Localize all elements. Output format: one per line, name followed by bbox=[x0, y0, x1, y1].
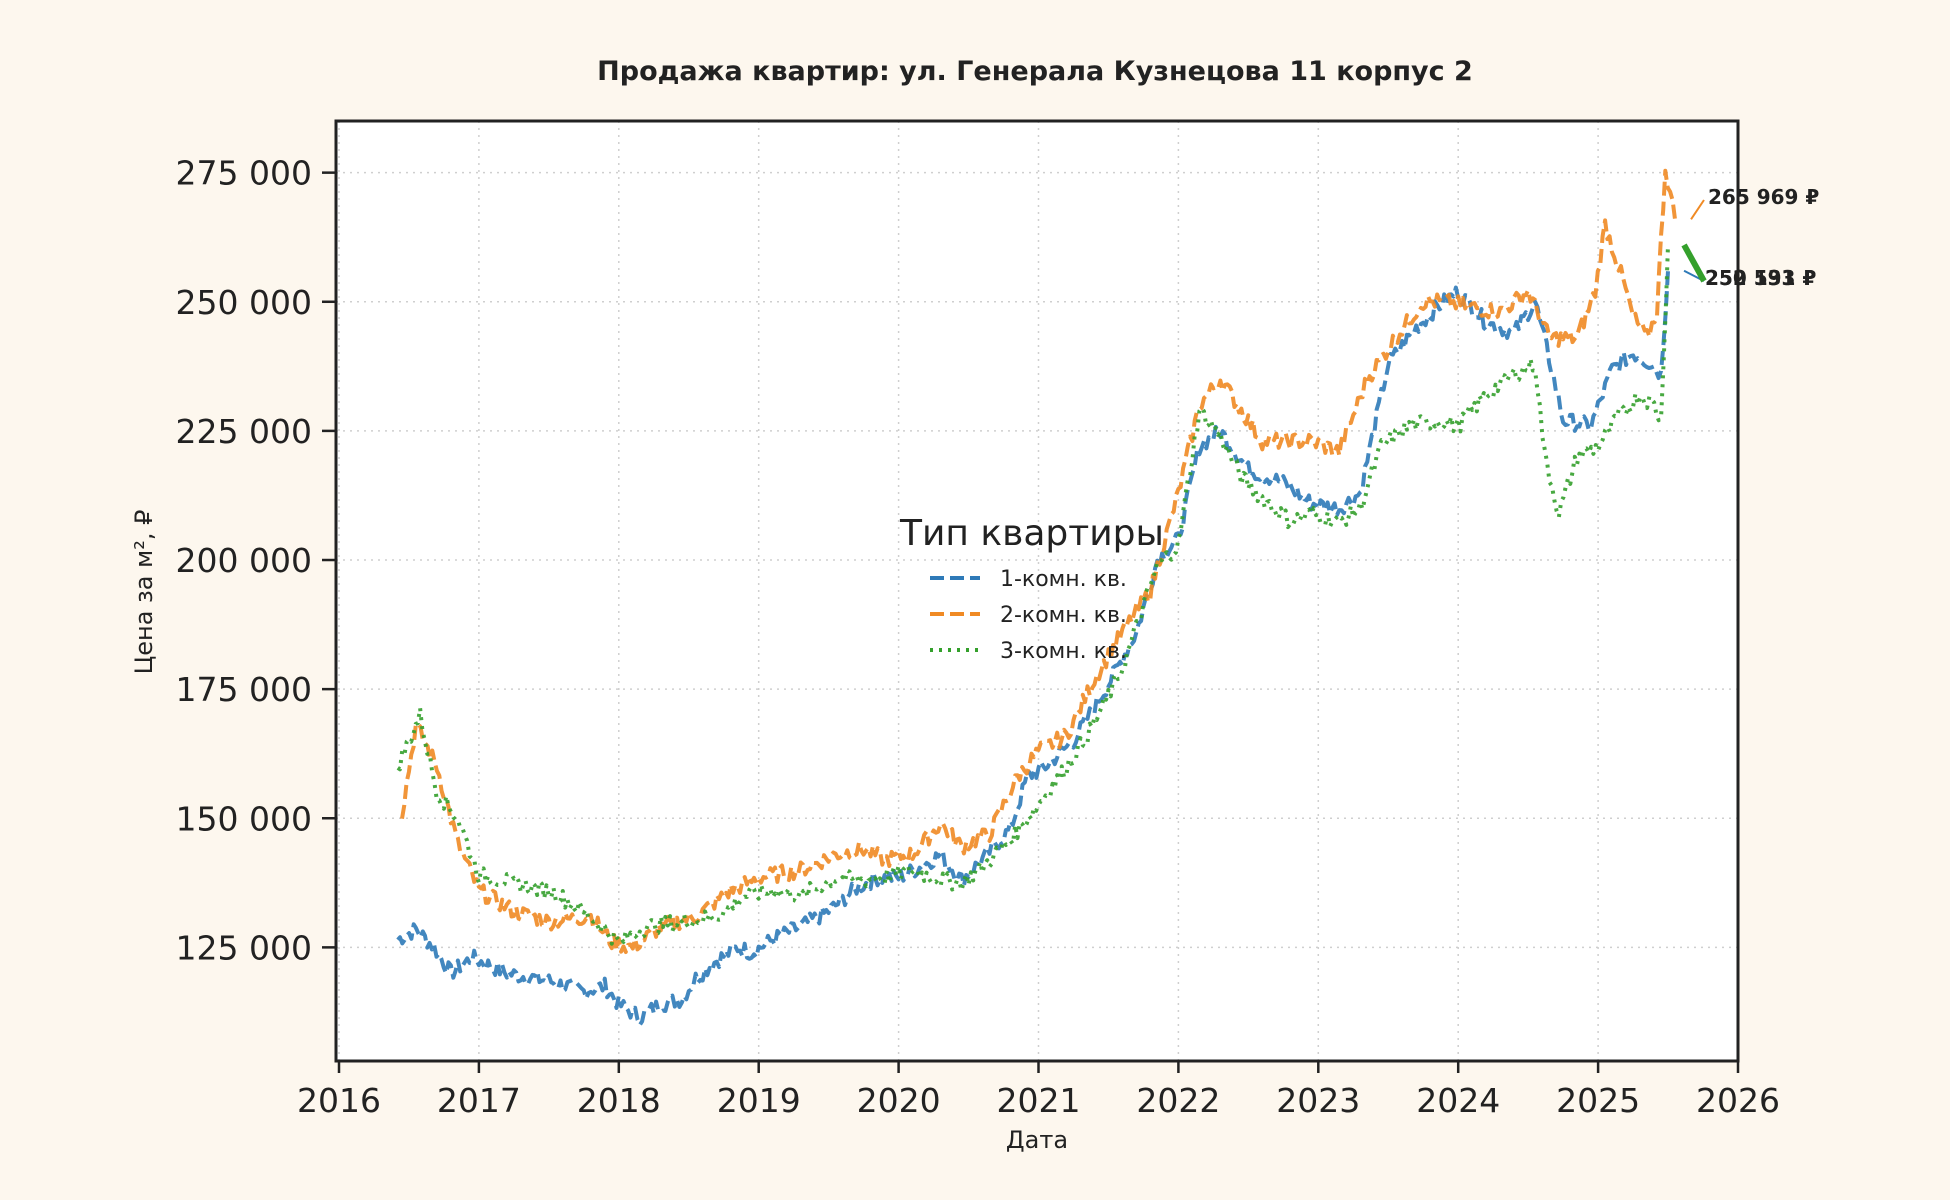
annotation-arrow bbox=[1681, 243, 1707, 283]
y-tick-label: 150 000 bbox=[176, 799, 312, 838]
y-tick-label: 225 000 bbox=[176, 412, 312, 451]
annotation-label: 265 969 ₽ bbox=[1708, 185, 1819, 209]
x-axis-label: Дата bbox=[1006, 1126, 1068, 1154]
y-tick-label: 200 000 bbox=[176, 541, 312, 580]
plot-area bbox=[336, 121, 1738, 1061]
x-tick-label: 2018 bbox=[577, 1081, 661, 1120]
plot-frame bbox=[334, 119, 1740, 1063]
annotation-arrow bbox=[1690, 199, 1705, 220]
y-tick-label: 125 000 bbox=[176, 928, 312, 967]
x-tick-label: 2016 bbox=[297, 1081, 381, 1120]
x-tick-label: 2019 bbox=[717, 1081, 801, 1120]
x-tick-label: 2023 bbox=[1276, 1081, 1360, 1120]
legend-items: 1-комн. кв. 2-комн. кв. 3-комн. кв. bbox=[930, 567, 1127, 664]
x-tick-label: 2021 bbox=[997, 1081, 1081, 1120]
x-tick-label: 2025 bbox=[1556, 1081, 1640, 1120]
series-line-1 bbox=[396, 270, 1670, 1027]
legend: Тип квартиры 1-комн. кв. 2-комн. кв. 3-ком… bbox=[899, 513, 1164, 664]
y-tick-label: 175 000 bbox=[176, 670, 312, 709]
series-layer bbox=[396, 168, 1677, 1027]
annotations: 265 969 ₽ 250 131 ₽252 593 ₽ bbox=[1681, 185, 1819, 290]
annotation-label: 250 131 ₽ bbox=[1705, 266, 1816, 290]
x-tick-label: 2026 bbox=[1696, 1081, 1780, 1120]
legend-label: 2-комн. кв. bbox=[1000, 603, 1127, 628]
x-tick-label: 2020 bbox=[857, 1081, 941, 1120]
y-tick-label: 275 000 bbox=[176, 154, 312, 193]
series-line-3 bbox=[396, 244, 1670, 946]
x-tick-label: 2022 bbox=[1136, 1081, 1220, 1120]
annotation-label: 252 593 ₽ bbox=[1705, 266, 1816, 290]
y-tick-label: 250 000 bbox=[176, 283, 312, 322]
x-axis: 2016 2017 2018 2019 2020 2021 2022 2023 2024 2025… bbox=[297, 1061, 1780, 1120]
legend-label: 3-комн. кв. bbox=[1000, 639, 1127, 664]
y-axis: 125 000 150 000 175 000 200 000 225 000 250 0… bbox=[176, 154, 336, 967]
x-tick-label: 2024 bbox=[1416, 1081, 1500, 1120]
chart-title: Продажа квартир: ул. Генерала Кузнецова … bbox=[597, 56, 1473, 87]
x-tick-label: 2017 bbox=[437, 1081, 521, 1120]
legend-title: Тип квартиры bbox=[899, 513, 1164, 554]
y-axis-label: Цена за м², ₽ bbox=[130, 510, 158, 675]
legend-label: 1-комн. кв. bbox=[1000, 567, 1127, 592]
